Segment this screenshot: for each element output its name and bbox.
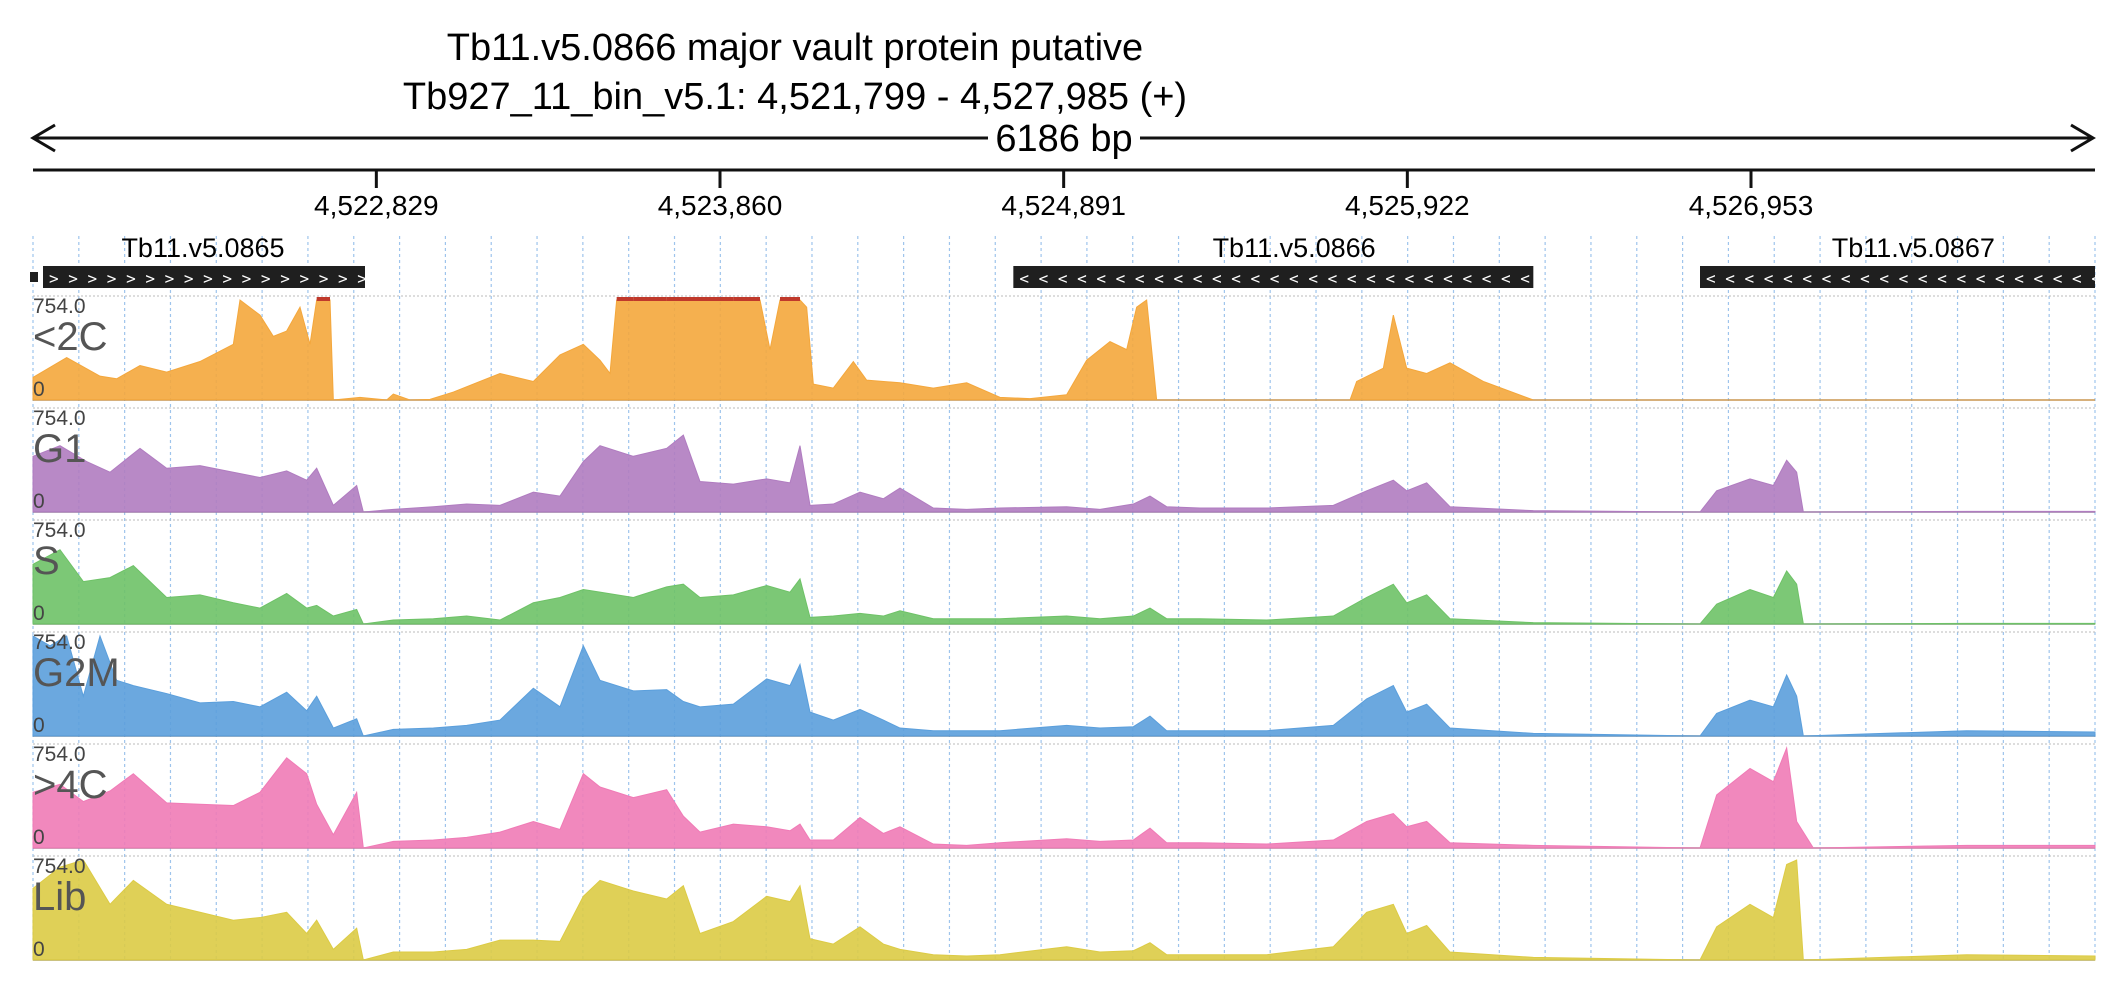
coverage-tracks: 754.00<2C754.00G1754.00S754.00G2M754.00>… bbox=[32, 295, 2096, 961]
clip-marker bbox=[633, 297, 650, 301]
coverage-area bbox=[32, 746, 2096, 849]
region-title: Tb927_11_bin_v5.1: 4,521,799 - 4,527,985… bbox=[403, 76, 1187, 118]
x-tick-label: 4,526,953 bbox=[1689, 190, 1814, 221]
ymax-label: 754.0 bbox=[33, 855, 86, 878]
track-4C: 754.0 0 >4C bbox=[32, 743, 2096, 849]
clip-marker bbox=[666, 297, 700, 301]
gene-label: Tb11.v5.0866 bbox=[1213, 233, 1376, 263]
x-axis: 4,522,829 4,523,860 4,524,891 4,525,922 4,52… bbox=[33, 168, 2095, 221]
coverage-area bbox=[32, 549, 2096, 625]
track-label: Lib bbox=[33, 875, 86, 919]
ymax-label: 754.0 bbox=[33, 631, 86, 654]
gene-stub bbox=[30, 272, 38, 282]
gene-title: Tb11.v5.0866 major vault protein putativ… bbox=[447, 27, 1143, 69]
x-tick-label: 4,525,922 bbox=[1345, 190, 1470, 221]
track-2C: 754.0 0 <2C bbox=[32, 295, 2095, 401]
track-label: <2C bbox=[33, 315, 108, 359]
coverage-area bbox=[32, 299, 2095, 401]
strand-arrows: < < < < < < < < < < < < < < < < < < < < … bbox=[1019, 269, 1703, 288]
ymax-label: 754.0 bbox=[33, 743, 86, 766]
clip-marker bbox=[733, 297, 760, 301]
clip-marker bbox=[616, 297, 634, 301]
ymin-label: 0 bbox=[33, 826, 45, 849]
ymax-label: 754.0 bbox=[33, 295, 86, 318]
track-label: G2M bbox=[33, 651, 120, 695]
x-tick-label: 4,523,860 bbox=[658, 190, 783, 221]
right-arrow-icon bbox=[2070, 123, 2096, 153]
gene-bar bbox=[43, 266, 365, 288]
track-label: >4C bbox=[33, 763, 108, 807]
ymin-label: 0 bbox=[33, 938, 45, 961]
coverage-area bbox=[32, 634, 2096, 737]
ymin-label: 0 bbox=[33, 490, 45, 513]
coverage-area bbox=[32, 859, 2096, 961]
clip-marker bbox=[316, 297, 330, 301]
gene-label: Tb11.v5.0867 bbox=[1832, 233, 1995, 263]
strand-arrows: < < < < < < < < < < < < < < < < < < < < … bbox=[1706, 269, 2126, 288]
track-label: G1 bbox=[33, 427, 86, 471]
gene-label: Tb11.v5.0865 bbox=[121, 233, 284, 263]
track-S: 754.0 0 S bbox=[32, 519, 2096, 625]
gene-bar bbox=[1013, 266, 1534, 288]
x-tick-label: 4,524,891 bbox=[1001, 190, 1126, 221]
track-Lib: 754.0 0 Lib bbox=[32, 855, 2096, 961]
ymin-label: 0 bbox=[33, 602, 45, 625]
clip-marker bbox=[780, 297, 800, 301]
ymin-label: 0 bbox=[33, 378, 45, 401]
gene-track: > > > > > > > > > > > > > > > > > > > > … bbox=[30, 233, 2126, 288]
gene-bar bbox=[1700, 266, 2095, 288]
track-G2M: 754.0 0 G2M bbox=[32, 631, 2096, 737]
coverage-area bbox=[32, 434, 2096, 513]
span-label: 6186 bp bbox=[995, 118, 1132, 160]
ymax-label: 754.0 bbox=[33, 407, 86, 430]
track-G1: 754.0 0 G1 bbox=[32, 407, 2096, 513]
clip-marker bbox=[700, 297, 734, 301]
ymin-label: 0 bbox=[33, 714, 45, 737]
track-label: S bbox=[33, 539, 60, 583]
ymax-label: 754.0 bbox=[33, 519, 86, 542]
strand-arrows: > > > > > > > > > > > > > > > > > > > > … bbox=[49, 269, 463, 288]
clip-marker bbox=[650, 297, 667, 301]
x-tick-label: 4,522,829 bbox=[314, 190, 439, 221]
span-ruler: 6186 bp bbox=[30, 118, 2096, 160]
left-arrow-icon bbox=[30, 123, 56, 153]
